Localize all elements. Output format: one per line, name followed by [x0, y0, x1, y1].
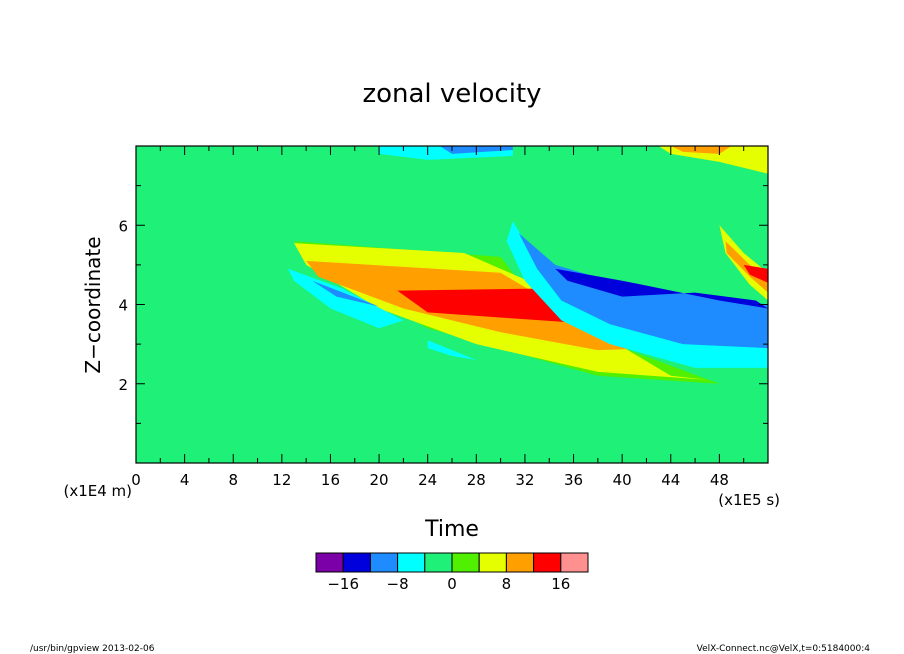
colorbar-tick-label: 8 — [502, 575, 512, 593]
colorbar-swatch — [533, 552, 562, 573]
y-tick-label: 4 — [118, 297, 128, 315]
y-axis: 2 4 6 — [118, 185, 768, 424]
x-axis: 0 4 8 12 16 20 24 28 32 36 40 44 48 — [131, 146, 745, 489]
x-tick-label: 44 — [661, 471, 680, 489]
colorbar-swatch — [505, 552, 535, 573]
heatmap-region-15 — [658, 146, 768, 174]
colorbar-swatch — [315, 552, 344, 573]
x-tick-label: 48 — [710, 471, 729, 489]
y-tick-label: 6 — [118, 217, 128, 235]
colorbar-swatch — [397, 552, 426, 573]
x-tick-label: 20 — [370, 471, 389, 489]
x-tick-label: 4 — [180, 471, 190, 489]
y-axis-unit: (x1E4 m) — [63, 482, 132, 500]
y-axis-label: Z−coordinate — [81, 236, 105, 373]
y-tick-label: 2 — [118, 376, 128, 394]
x-tick-label: 16 — [321, 471, 340, 489]
colorbar-tick-label: 16 — [551, 575, 570, 593]
footer-left: /usr/bin/gpview 2013-02-06 — [30, 644, 155, 654]
x-tick-label: 0 — [131, 471, 141, 489]
x-axis-label: Time — [424, 517, 479, 542]
colorbar-tick-label: −8 — [387, 575, 409, 593]
heatmap-regions — [287, 146, 768, 384]
colorbar-swatch — [342, 552, 371, 573]
colorbar-swatch — [424, 552, 453, 573]
heatmap-region-5 — [312, 280, 380, 307]
colorbar-swatch — [478, 552, 507, 573]
chart-title: zonal velocity — [362, 79, 541, 109]
colorbar-swatch — [451, 552, 480, 573]
x-tick-label: 36 — [564, 471, 583, 489]
colorbar-swatch — [560, 552, 589, 573]
colorbar-tick-label: 0 — [447, 575, 457, 593]
heatmap-area — [136, 146, 768, 463]
x-axis-unit: (x1E5 s) — [718, 491, 780, 509]
x-tick-label: 40 — [613, 471, 632, 489]
x-tick-label: 28 — [467, 471, 486, 489]
heatmap-region-9 — [555, 268, 768, 309]
colorbar: −16 −8 0 8 16 — [315, 552, 589, 593]
x-tick-label: 32 — [515, 471, 534, 489]
heatmap-region-16 — [670, 146, 732, 154]
x-tick-label: 8 — [228, 471, 238, 489]
colorbar-swatch — [369, 552, 399, 573]
x-tick-label: 24 — [418, 471, 437, 489]
footer-right: VelX-Connect.nc@VelX,t=0:5184000:4 — [697, 644, 871, 654]
heatmap-region-12 — [743, 264, 768, 283]
heatmap-region-6 — [427, 340, 477, 360]
x-tick-label: 12 — [272, 471, 291, 489]
colorbar-tick-label: −16 — [327, 575, 359, 593]
